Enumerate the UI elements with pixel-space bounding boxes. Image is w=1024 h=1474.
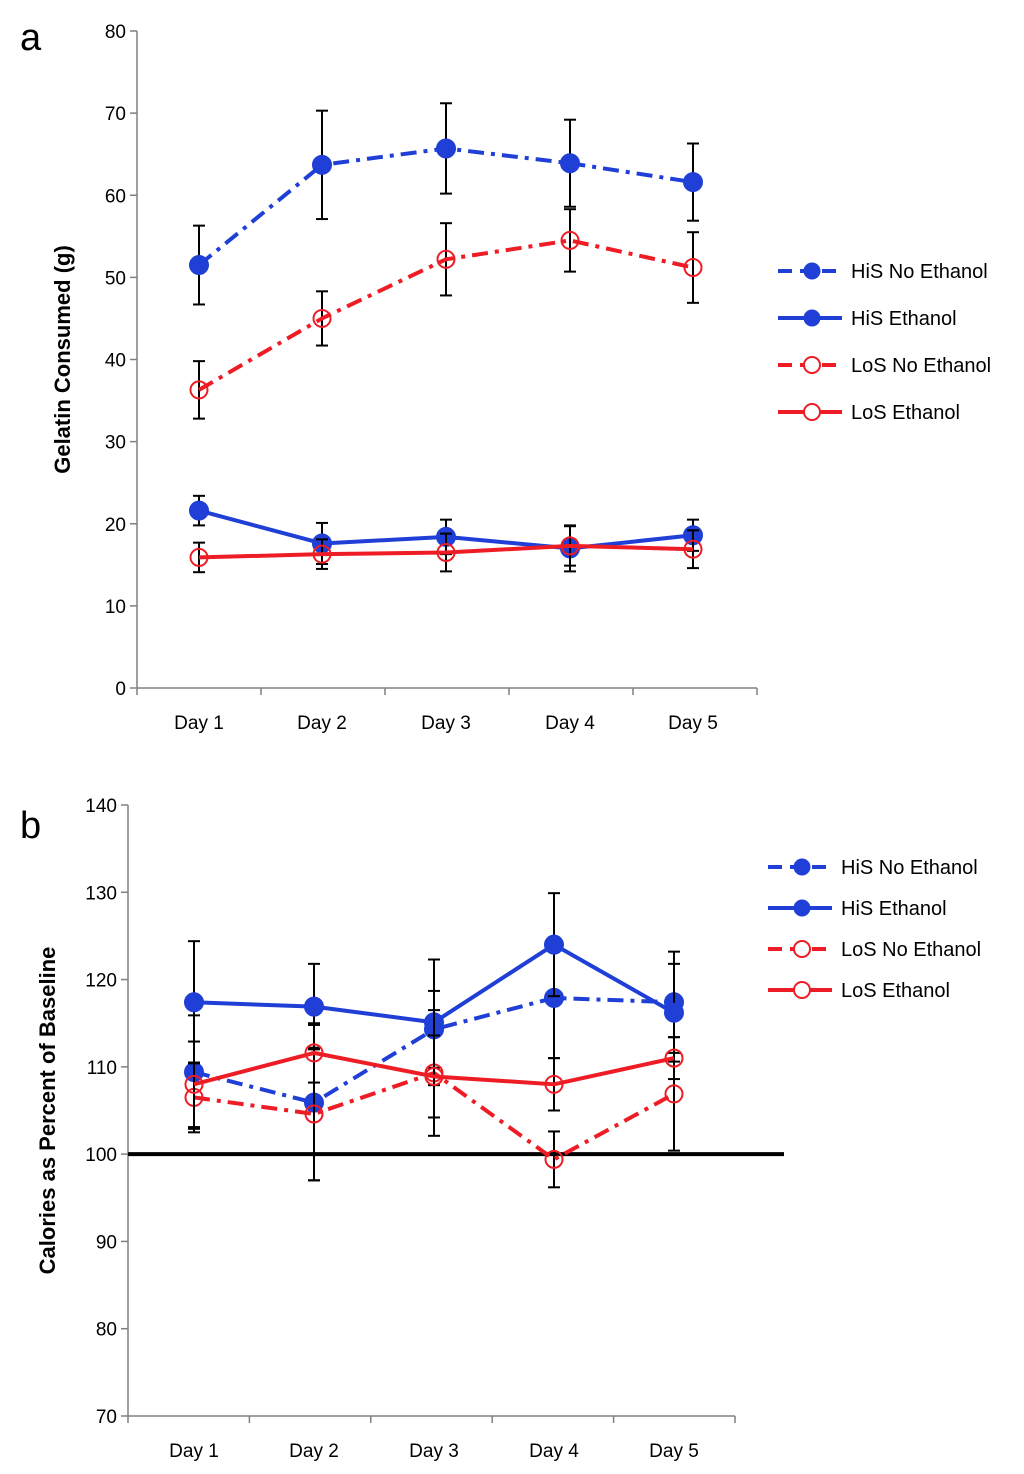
y-tick-label: 120 [85, 971, 117, 992]
data-point [664, 1084, 684, 1104]
y-tick-label: 70 [105, 104, 126, 125]
legend-entry: HiS No Ethanol [768, 857, 978, 879]
data-point [436, 249, 456, 269]
y-tick-label: 100 [85, 1145, 117, 1166]
data-point [683, 172, 703, 193]
y-tick-label: 0 [115, 679, 126, 700]
y-tick-label: 80 [105, 22, 126, 43]
legend-marker [793, 940, 811, 958]
data-point [560, 536, 580, 556]
y-tick-label: 80 [96, 1320, 117, 1341]
x-tick-label: Day 2 [297, 713, 347, 734]
legend-label: LoS Ethanol [841, 980, 950, 1002]
y-tick-label: 20 [105, 515, 126, 536]
legend-label: LoS No Ethanol [851, 355, 991, 377]
data-point [312, 154, 332, 175]
legend-entry: LoS No Ethanol [768, 939, 981, 961]
series-line [197, 238, 694, 392]
data-point [664, 1048, 684, 1068]
data-point [544, 934, 564, 955]
x-tick-label: Day 3 [421, 713, 471, 734]
y-tick-label: 110 [87, 1058, 117, 1079]
legend-marker [803, 356, 821, 374]
legend-marker [803, 403, 821, 421]
x-tick-label: Day 4 [545, 713, 595, 734]
legend-marker [803, 262, 821, 280]
legend-label: LoS Ethanol [851, 402, 960, 424]
legend-marker [793, 858, 811, 876]
legend-marker [803, 309, 821, 327]
y-tick-label: 140 [85, 796, 117, 817]
panel-label: b [20, 805, 41, 847]
legend-label: LoS No Ethanol [841, 939, 981, 961]
x-tick-label: Day 1 [174, 713, 224, 734]
data-point [189, 547, 209, 567]
data-point [544, 1074, 564, 1094]
x-tick-label: Day 2 [289, 1441, 339, 1462]
series-los-ethanol [184, 1022, 684, 1129]
legend-entry: LoS No Ethanol [778, 355, 991, 377]
y-tick-label: 50 [105, 268, 126, 289]
series-los-ethanol [189, 525, 703, 574]
data-point [184, 1074, 204, 1094]
y-tick-label: 60 [105, 186, 126, 207]
legend-entry: LoS Ethanol [768, 980, 950, 1002]
data-point [189, 380, 209, 400]
y-axis-label: Calories as Percent of Baseline [35, 947, 60, 1275]
data-point [424, 1066, 444, 1086]
y-axis-label: Gelatin Consumed (g) [50, 245, 75, 474]
data-point [683, 258, 703, 278]
data-point [312, 544, 332, 564]
y-tick-label: 70 [96, 1407, 117, 1428]
data-point [312, 308, 332, 328]
data-point [184, 992, 204, 1013]
x-tick-label: Day 1 [169, 1441, 219, 1462]
data-point [436, 138, 456, 159]
y-tick-label: 90 [96, 1232, 117, 1253]
y-tick-label: 40 [105, 351, 126, 372]
legend-marker [793, 899, 811, 917]
legend-entry: HiS Ethanol [778, 308, 957, 330]
data-point [664, 1002, 684, 1023]
x-tick-label: Day 5 [649, 1441, 699, 1462]
legend-label: HiS No Ethanol [851, 261, 988, 283]
y-tick-label: 30 [105, 433, 126, 454]
legend-label: HiS Ethanol [841, 898, 947, 920]
series-line [198, 543, 694, 560]
series-his-no-ethanol [189, 102, 703, 306]
x-tick-label: Day 5 [668, 713, 718, 734]
data-point [304, 1043, 324, 1063]
data-point [189, 500, 209, 521]
y-tick-label: 130 [85, 883, 117, 904]
data-point [304, 996, 324, 1017]
legend-marker [793, 981, 811, 999]
legend-label: HiS Ethanol [851, 308, 957, 330]
data-point [304, 1104, 324, 1124]
data-point [683, 539, 703, 559]
data-point [544, 1149, 564, 1169]
x-tick-label: Day 3 [409, 1441, 459, 1462]
panel-label: a [20, 17, 42, 59]
data-point [560, 153, 580, 174]
data-point [189, 255, 209, 276]
legend-entry: LoS Ethanol [778, 402, 960, 424]
panel-b: b 70 80 90 100 110 120 130 140 Day 1 Day 2 Day 3 Day… [20, 796, 981, 1462]
legend-entry: HiS No Ethanol [778, 261, 988, 283]
y-tick-label: 10 [105, 597, 126, 618]
series-los-no-ethanol [189, 208, 703, 420]
data-point [436, 542, 456, 562]
legend-label: HiS No Ethanol [841, 857, 978, 879]
series-line [193, 1050, 675, 1087]
data-point [560, 230, 580, 250]
panel-a: a 0 10 20 30 40 50 60 70 80 Day 1 Day 2 Day 3 Day 4 Da… [20, 17, 991, 734]
x-tick-label: Day 4 [529, 1441, 579, 1462]
legend-entry: HiS Ethanol [768, 898, 947, 920]
